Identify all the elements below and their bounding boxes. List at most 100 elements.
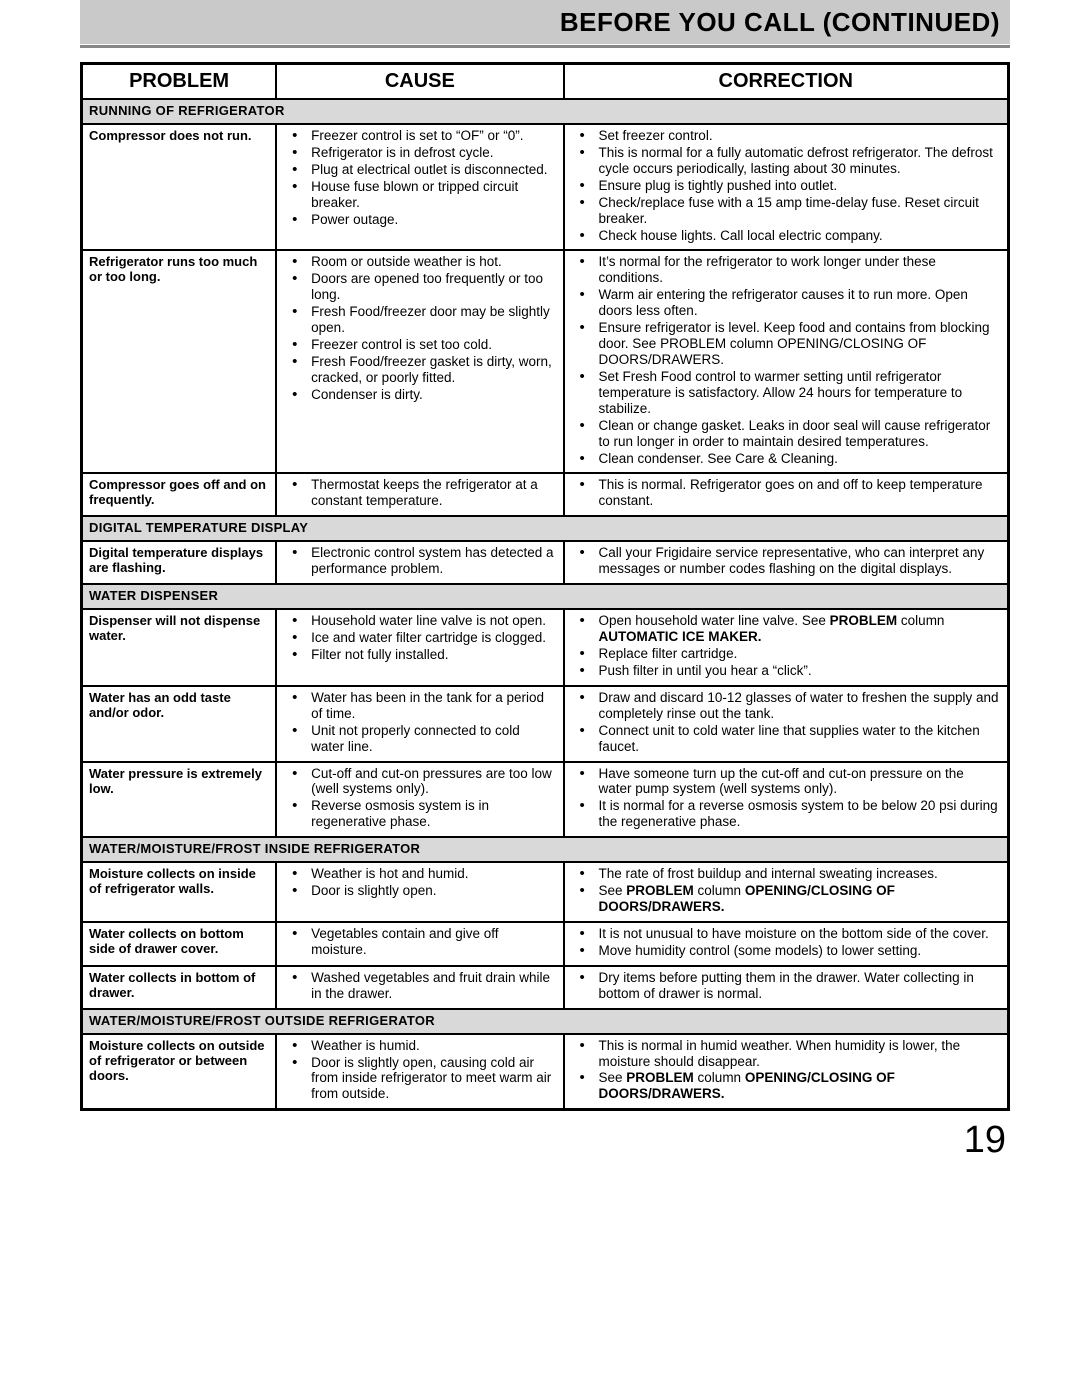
- correction-item: Ensure refrigerator is level. Keep food …: [577, 320, 999, 368]
- col-header-correction: CORRECTION: [564, 64, 1009, 100]
- correction-item: Check/replace fuse with a 15 amp time-de…: [577, 195, 999, 227]
- table-row: Water has an odd taste and/or odor. Water…: [82, 686, 1009, 762]
- cause-item: Plug at electrical outlet is disconnecte…: [289, 162, 554, 178]
- table-row: Water collects on bottom side of drawer …: [82, 922, 1009, 966]
- page-number: 19: [80, 1119, 1010, 1162]
- correction-item: Connect unit to cold water line that sup…: [577, 723, 999, 755]
- cause-item: Door is slightly open, causing cold air …: [289, 1055, 554, 1103]
- cause-item: Household water line valve is not open.: [289, 613, 554, 629]
- cause-item: Washed vegetables and fruit drain while …: [289, 970, 554, 1002]
- table-row: Moisture collects on inside of refrigera…: [82, 862, 1009, 922]
- cause-cell: Washed vegetables and fruit drain while …: [276, 966, 563, 1009]
- cause-item: Thermostat keeps the refrigerator at a c…: [289, 477, 554, 509]
- correction-item: Move humidity control (some models) to l…: [577, 943, 999, 959]
- problem-cell: Refrigerator runs too much or too long.: [82, 250, 277, 473]
- problem-cell: Moisture collects on outside of refriger…: [82, 1034, 277, 1110]
- correction-item: This is normal. Refrigerator goes on and…: [577, 477, 999, 509]
- cause-item: Unit not properly connected to cold wate…: [289, 723, 554, 755]
- correction-item: It is not unusual to have moisture on th…: [577, 926, 999, 942]
- cause-item: Doors are opened too frequently or too l…: [289, 271, 554, 303]
- cause-item: Fresh Food/freezer door may be slightly …: [289, 304, 554, 336]
- cause-item: House fuse blown or tripped circuit brea…: [289, 179, 554, 211]
- table-row: Compressor does not run.Freezer control …: [82, 124, 1009, 250]
- correction-item: Dry items before putting them in the dra…: [577, 970, 999, 1002]
- correction-item: Call your Frigidaire service representat…: [577, 545, 999, 577]
- cause-item: Ice and water filter cartridge is clogge…: [289, 630, 554, 646]
- table-row: Refrigerator runs too much or too long. R…: [82, 250, 1009, 473]
- cause-item: Freezer control is set to “OF” or “0”.: [289, 128, 554, 144]
- col-header-cause: CAUSE: [276, 64, 563, 100]
- problem-cell: Water collects in bottom of drawer.: [82, 966, 277, 1009]
- correction-item: Check house lights. Call local electric …: [577, 228, 999, 244]
- correction-item: Set Fresh Food control to warmer setting…: [577, 369, 999, 417]
- table-row: Compressor goes off and on frequently. Th…: [82, 473, 1009, 516]
- correction-item: This is normal for a fully automatic def…: [577, 145, 999, 177]
- correction-cell: It is not unusual to have moisture on th…: [564, 922, 1009, 966]
- section-heading: WATER DISPENSER: [82, 584, 1009, 609]
- correction-cell: Call your Frigidaire service representat…: [564, 541, 1009, 584]
- cause-item: Door is slightly open.: [289, 883, 554, 899]
- correction-cell: The rate of frost buildup and internal s…: [564, 862, 1009, 922]
- cause-item: Weather is humid.: [289, 1038, 554, 1054]
- problem-cell: Compressor does not run.: [82, 124, 277, 250]
- table-row: Water pressure is extremely low. Cut-off …: [82, 762, 1009, 838]
- correction-item: Warm air entering the refrigerator cause…: [577, 287, 999, 319]
- correction-item: Have someone turn up the cut-off and cut…: [577, 766, 999, 798]
- section-heading: WATER/MOISTURE/FROST OUTSIDE REFRIGERATO…: [82, 1009, 1009, 1034]
- correction-item: It’s normal for the refrigerator to work…: [577, 254, 999, 286]
- cause-cell: Weather is hot and humid.Door is slightl…: [276, 862, 563, 922]
- correction-item: This is normal in humid weather. When hu…: [577, 1038, 999, 1070]
- correction-item: See PROBLEM column OPENING/CLOSING OF DO…: [577, 883, 999, 915]
- correction-item: Ensure plug is tightly pushed into outle…: [577, 178, 999, 194]
- problem-cell: Moisture collects on inside of refrigera…: [82, 862, 277, 922]
- cause-cell: Weather is humid.Door is slightly open, …: [276, 1034, 563, 1110]
- cause-item: Room or outside weather is hot.: [289, 254, 554, 270]
- correction-cell: Have someone turn up the cut-off and cut…: [564, 762, 1009, 838]
- col-header-problem: PROBLEM: [82, 64, 277, 100]
- section-heading: DIGITAL TEMPERATURE DISPLAY: [82, 516, 1009, 541]
- cause-item: Reverse osmosis system is in regenerativ…: [289, 798, 554, 830]
- problem-cell: Water collects on bottom side of drawer …: [82, 922, 277, 966]
- correction-cell: Draw and discard 10-12 glasses of water …: [564, 686, 1009, 762]
- troubleshooting-table: PROBLEM CAUSE CORRECTION RUNNING OF REFR…: [80, 62, 1010, 1111]
- cause-item: Refrigerator is in defrost cycle.: [289, 145, 554, 161]
- table-row: Dispenser will not dispense water.Househ…: [82, 609, 1009, 686]
- correction-cell: It’s normal for the refrigerator to work…: [564, 250, 1009, 473]
- cause-cell: Electronic control system has detected a…: [276, 541, 563, 584]
- correction-item: Draw and discard 10-12 glasses of water …: [577, 690, 999, 722]
- cause-item: Freezer control is set too cold.: [289, 337, 554, 353]
- correction-item: See PROBLEM column OPENING/CLOSING OF DO…: [577, 1070, 999, 1102]
- section-heading: WATER/MOISTURE/FROST INSIDE REFRIGERATOR: [82, 837, 1009, 862]
- correction-cell: Dry items before putting them in the dra…: [564, 966, 1009, 1009]
- cause-item: Power outage.: [289, 212, 554, 228]
- problem-cell: Compressor goes off and on frequently.: [82, 473, 277, 516]
- section-heading: RUNNING OF REFRIGERATOR: [82, 99, 1009, 124]
- correction-item: The rate of frost buildup and internal s…: [577, 866, 999, 882]
- cause-cell: Household water line valve is not open.I…: [276, 609, 563, 686]
- correction-item: Open household water line valve. See PRO…: [577, 613, 999, 645]
- table-row: Moisture collects on outside of refriger…: [82, 1034, 1009, 1110]
- cause-cell: Thermostat keeps the refrigerator at a c…: [276, 473, 563, 516]
- cause-cell: Vegetables contain and give off moisture…: [276, 922, 563, 966]
- table-row: Digital temperature displays are flashin…: [82, 541, 1009, 584]
- table-row: Water collects in bottom of drawer. Washe…: [82, 966, 1009, 1009]
- cause-item: Electronic control system has detected a…: [289, 545, 554, 577]
- cause-item: Vegetables contain and give off moisture…: [289, 926, 554, 958]
- correction-item: Clean or change gasket. Leaks in door se…: [577, 418, 999, 450]
- cause-item: Filter not fully installed.: [289, 647, 554, 663]
- cause-cell: Water has been in the tank for a period …: [276, 686, 563, 762]
- correction-item: Replace filter cartridge.: [577, 646, 999, 662]
- correction-cell: Set freezer control.This is normal for a…: [564, 124, 1009, 250]
- problem-cell: Water pressure is extremely low.: [82, 762, 277, 838]
- correction-item: It is normal for a reverse osmosis syste…: [577, 798, 999, 830]
- page-title: BEFORE YOU CALL (CONTINUED): [560, 7, 1000, 38]
- problem-cell: Dispenser will not dispense water.: [82, 609, 277, 686]
- cause-cell: Cut-off and cut-on pressures are too low…: [276, 762, 563, 838]
- cause-item: Fresh Food/freezer gasket is dirty, worn…: [289, 354, 554, 386]
- cause-item: Cut-off and cut-on pressures are too low…: [289, 766, 554, 798]
- problem-cell: Water has an odd taste and/or odor.: [82, 686, 277, 762]
- correction-item: Set freezer control.: [577, 128, 999, 144]
- cause-item: Water has been in the tank for a period …: [289, 690, 554, 722]
- correction-cell: This is normal. Refrigerator goes on and…: [564, 473, 1009, 516]
- cause-cell: Freezer control is set to “OF” or “0”.Re…: [276, 124, 563, 250]
